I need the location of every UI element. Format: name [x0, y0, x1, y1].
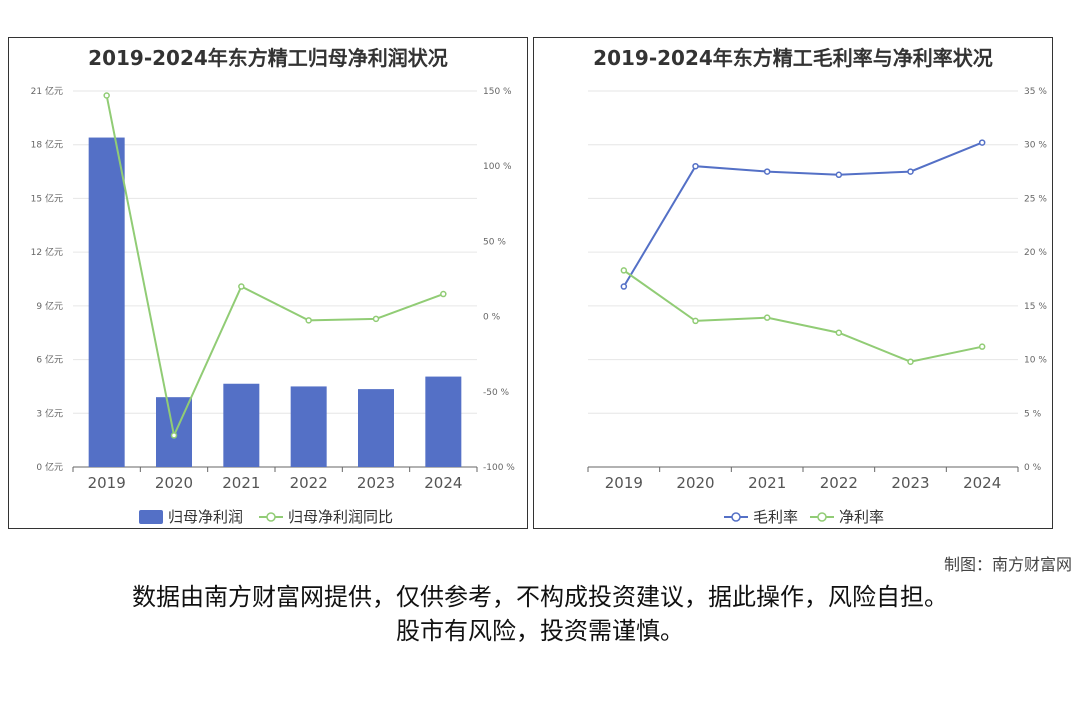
x-tick-label: 2024	[424, 474, 462, 492]
line-gross-margin	[622, 141, 983, 288]
y-left-tick-label: 18 亿元	[31, 139, 63, 151]
point-net-margin	[763, 314, 771, 321]
y-right-tick-label: 15 %	[1024, 302, 1047, 312]
y-right-tick-label: 30 %	[1024, 141, 1047, 151]
chart-credit: 制图：南方财富网	[943, 555, 1072, 574]
y-right-tick-label: 50 %	[483, 237, 506, 247]
legend-swatch-bar	[139, 510, 163, 524]
point-gross-margin	[692, 162, 699, 170]
point-gross-margin	[907, 168, 914, 175]
y-left-tick-label: 6 亿元	[36, 354, 63, 366]
y-left-tick-label: 15 亿元	[31, 192, 63, 204]
legend-swatch-gross-dot	[731, 512, 741, 522]
legend-label-gross-margin: 毛利率	[753, 508, 798, 526]
point-gross-margin	[620, 283, 628, 290]
line-net-margin	[623, 269, 983, 363]
bar-net-profit	[88, 137, 125, 468]
legend-label-net-margin: 净利率	[839, 508, 884, 526]
point-gross-margin	[978, 139, 986, 146]
y-right-tick-label: 20 %	[1024, 248, 1047, 258]
point-net-profit-yoy	[372, 315, 380, 323]
legend-swatch-yoy-dot	[266, 512, 276, 522]
left-chart-svg: 0 亿元 3 亿元 6 亿元 9 亿元 12 亿元 15 亿元 18 亿元 21 亿元 -100…	[31, 85, 516, 526]
point-gross-margin	[835, 171, 843, 179]
x-tick-label: 2019	[605, 474, 643, 492]
y-right-tick-label: 5 %	[1024, 409, 1042, 419]
y-right-tick-label: 100 %	[483, 162, 512, 172]
disclaimer-line-2: 股市有风险，投资需谨慎。	[396, 617, 684, 645]
point-net-margin	[692, 317, 699, 325]
right-chart-svg: 0 % 5 % 10 % 15 % 20 % 25 % 30 % 35 % 2019 2020 20…	[587, 87, 1047, 526]
x-tick-label: 2021	[222, 474, 260, 492]
left-chart-panel: 0 亿元 3 亿元 6 亿元 9 亿元 12 亿元 15 亿元 18 亿元 21 亿元 -100…	[8, 37, 528, 529]
x-tick-label: 2023	[357, 474, 395, 492]
right-chart-panel: 0 % 5 % 10 % 15 % 20 % 25 % 30 % 35 % 2019 2020 20…	[533, 37, 1053, 529]
x-tick-label: 2022	[290, 474, 328, 492]
left-chart-title: 2019-2024年东方精工归母净利润状况	[88, 46, 448, 70]
y-right-tick-label: 150 %	[483, 87, 512, 97]
x-tick-label: 2024	[963, 474, 1001, 492]
disclaimer-line-1: 数据由南方财富网提供，仅供参考，不构成投资建议，据此操作，风险自担。	[132, 583, 948, 611]
y-left-tick-label: 3 亿元	[36, 407, 63, 419]
y-left-tick-label: 12 亿元	[31, 246, 63, 258]
point-net-profit-yoy	[305, 317, 312, 324]
bar-net-profit	[223, 383, 260, 467]
legend-swatch-net-dot	[817, 512, 827, 522]
y-left-tick-label: 21 亿元	[31, 85, 63, 97]
x-tick-label: 2023	[891, 474, 929, 492]
y-right-tick-label: -100 %	[483, 463, 515, 473]
y-right-tick-label: 0 %	[483, 313, 501, 323]
point-net-profit-yoy	[440, 290, 447, 298]
legend-label-net-profit: 归母净利润	[168, 508, 243, 526]
point-net-profit-yoy	[170, 432, 178, 439]
y-right-tick-label: -50 %	[483, 388, 510, 398]
x-tick-label: 2022	[820, 474, 858, 492]
bar-net-profit	[290, 386, 327, 467]
x-tick-label: 2019	[88, 474, 126, 492]
y-right-tick-label: 35 %	[1024, 87, 1047, 97]
x-tick-label: 2020	[676, 474, 714, 492]
y-right-tick-label: 0 %	[1024, 463, 1042, 473]
y-left-tick-label: 9 亿元	[36, 300, 63, 312]
point-net-margin	[620, 267, 628, 274]
x-tick-label: 2021	[748, 474, 786, 492]
point-net-profit-yoy	[103, 92, 110, 99]
line-net-profit-yoy	[105, 95, 444, 439]
y-right-tick-label: 10 %	[1024, 356, 1047, 366]
bar-net-profit	[358, 389, 394, 467]
right-chart-title: 2019-2024年东方精工毛利率与净利率状况	[593, 46, 993, 70]
x-tick-label: 2020	[155, 474, 193, 492]
point-net-margin	[835, 329, 843, 336]
point-gross-margin	[763, 168, 771, 175]
point-net-margin	[907, 358, 914, 365]
legend-label-net-profit-yoy: 归母净利润同比	[288, 508, 393, 526]
y-left-tick-label: 0 亿元	[36, 461, 63, 473]
y-right-tick-label: 25 %	[1024, 194, 1047, 204]
bar-net-profit	[425, 376, 462, 467]
point-net-margin	[978, 343, 986, 350]
point-net-profit-yoy	[238, 283, 245, 290]
